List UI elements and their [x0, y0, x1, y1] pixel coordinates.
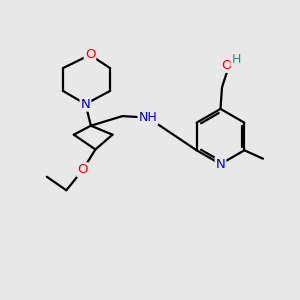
Text: O: O	[221, 59, 232, 72]
Text: O: O	[78, 164, 88, 176]
Text: NH: NH	[139, 111, 157, 124]
Text: O: O	[85, 48, 95, 62]
Text: N: N	[81, 98, 90, 111]
Text: N: N	[216, 158, 225, 171]
Text: H: H	[231, 53, 241, 66]
